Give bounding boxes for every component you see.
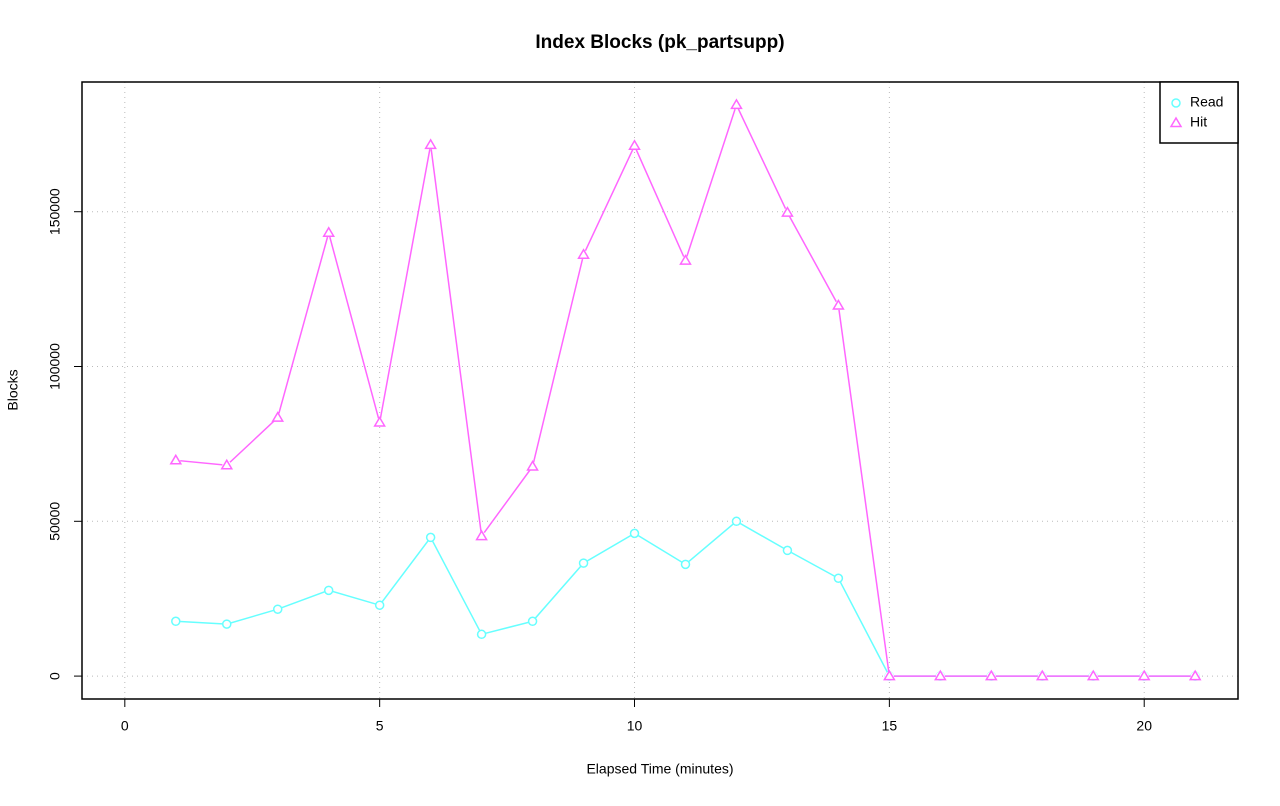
point [424,138,437,150]
point [1137,669,1151,681]
marker-gap [324,585,334,595]
point [527,616,538,627]
point [272,604,283,614]
marker-gap [731,516,741,526]
point [782,545,793,556]
point [577,248,590,259]
point [679,254,692,265]
point [628,139,641,151]
marker-gap [375,600,385,610]
x-tick-label: 15 [882,718,898,734]
x-tick-label: 20 [1136,718,1152,734]
point [222,619,232,629]
point [476,629,487,640]
marker-gap [579,558,589,568]
point [883,669,896,681]
point [629,528,640,539]
y-axis-label: Blocks [5,369,21,410]
point [1188,669,1202,681]
y-tick-label: 50000 [47,502,63,541]
marker-gap [477,629,487,639]
marker-gap [273,604,283,614]
x-tick-label: 5 [376,718,384,734]
point [730,98,743,110]
point [934,669,947,681]
point [171,616,181,627]
point [680,559,691,570]
point [323,585,334,596]
x-tick-label: 10 [627,718,643,734]
point [373,416,386,427]
point [984,669,998,681]
point [833,573,844,584]
point [578,558,589,568]
y-tick-label: 100000 [47,343,63,390]
plot-frame [81,81,1239,700]
point [322,226,336,238]
marker-gap [630,528,640,538]
point [1086,669,1100,681]
point [169,453,183,465]
marker-gap [680,559,690,569]
point [425,532,436,543]
marker-gap [426,532,436,542]
point [374,600,385,610]
marker-gap [833,573,843,583]
x-axis-label: Elapsed Time (minutes) [586,761,733,777]
marker-gap [528,616,538,626]
point [731,516,742,527]
chart-title: Index Blocks (pk_partsupp) [535,32,784,53]
point [781,206,794,217]
marker-gap [782,545,792,555]
y-tick-label: 0 [47,672,63,680]
point [832,299,845,310]
point [526,460,539,471]
point [475,529,488,541]
legend-box [1159,81,1239,144]
point [220,458,234,470]
legend-label: Hit [1190,114,1207,130]
legend-marker [1169,116,1183,128]
legend-marker [1171,98,1181,108]
x-tick-label: 0 [121,718,129,734]
y-tick-label: 150000 [47,188,63,235]
point [1035,669,1049,681]
marker-gap [222,619,232,629]
marker-gap [171,616,181,626]
point [271,411,285,422]
legend-label: Read [1190,94,1223,110]
